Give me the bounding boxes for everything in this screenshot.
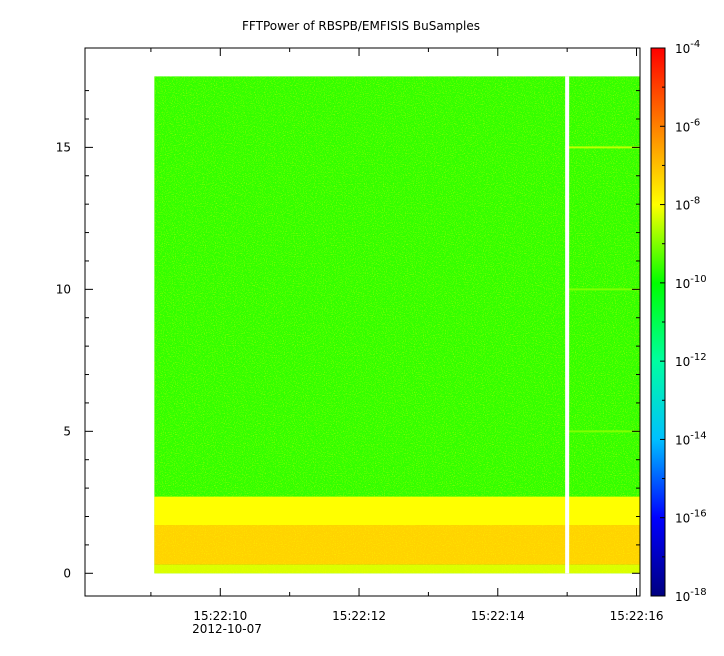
x-tick-label: 15:22:16 (610, 609, 664, 623)
x-axis-date-label: 2012-10-07 (192, 622, 262, 636)
x-tick-label: 15:22:12 (332, 609, 386, 623)
x-tick-label: 15:22:10 (193, 609, 247, 623)
spectrogram-texture (154, 76, 640, 574)
y-tick-label: 10 (56, 282, 71, 296)
x-axis: 15:22:10 15:22:12 15:22:14 15:22:16 (150, 48, 664, 623)
data-gap (565, 76, 570, 574)
y-tick-label: 0 (63, 566, 71, 580)
y-tick-label: 5 (63, 424, 71, 438)
colorbar-tick-label: 10-18 (675, 587, 707, 604)
colorbar-tick-label: 10-10 (675, 274, 707, 291)
colorbar-tick-label: 10-8 (675, 196, 700, 213)
colorbar-tick-label: 10-6 (675, 117, 700, 134)
y-axis: 0 5 10 15 (56, 90, 640, 580)
x-tick-label: 15:22:14 (471, 609, 525, 623)
colorbar: 10-18 10-16 10-14 10-12 10-10 10-8 10-6 10-4 (650, 39, 707, 604)
plot-area (84, 47, 641, 597)
colorbar-tick-label: 10-14 (675, 430, 707, 447)
chart-title: FFTPower of RBSPB/EMFISIS BuSamples (242, 19, 480, 33)
colorbar-tick-label: 10-16 (675, 509, 707, 526)
colorbar-tick-label: 10-12 (675, 352, 707, 369)
y-tick-label: 15 (56, 140, 71, 154)
colorbar-tick-label: 10-4 (675, 39, 700, 56)
plot-frame (84, 47, 641, 597)
